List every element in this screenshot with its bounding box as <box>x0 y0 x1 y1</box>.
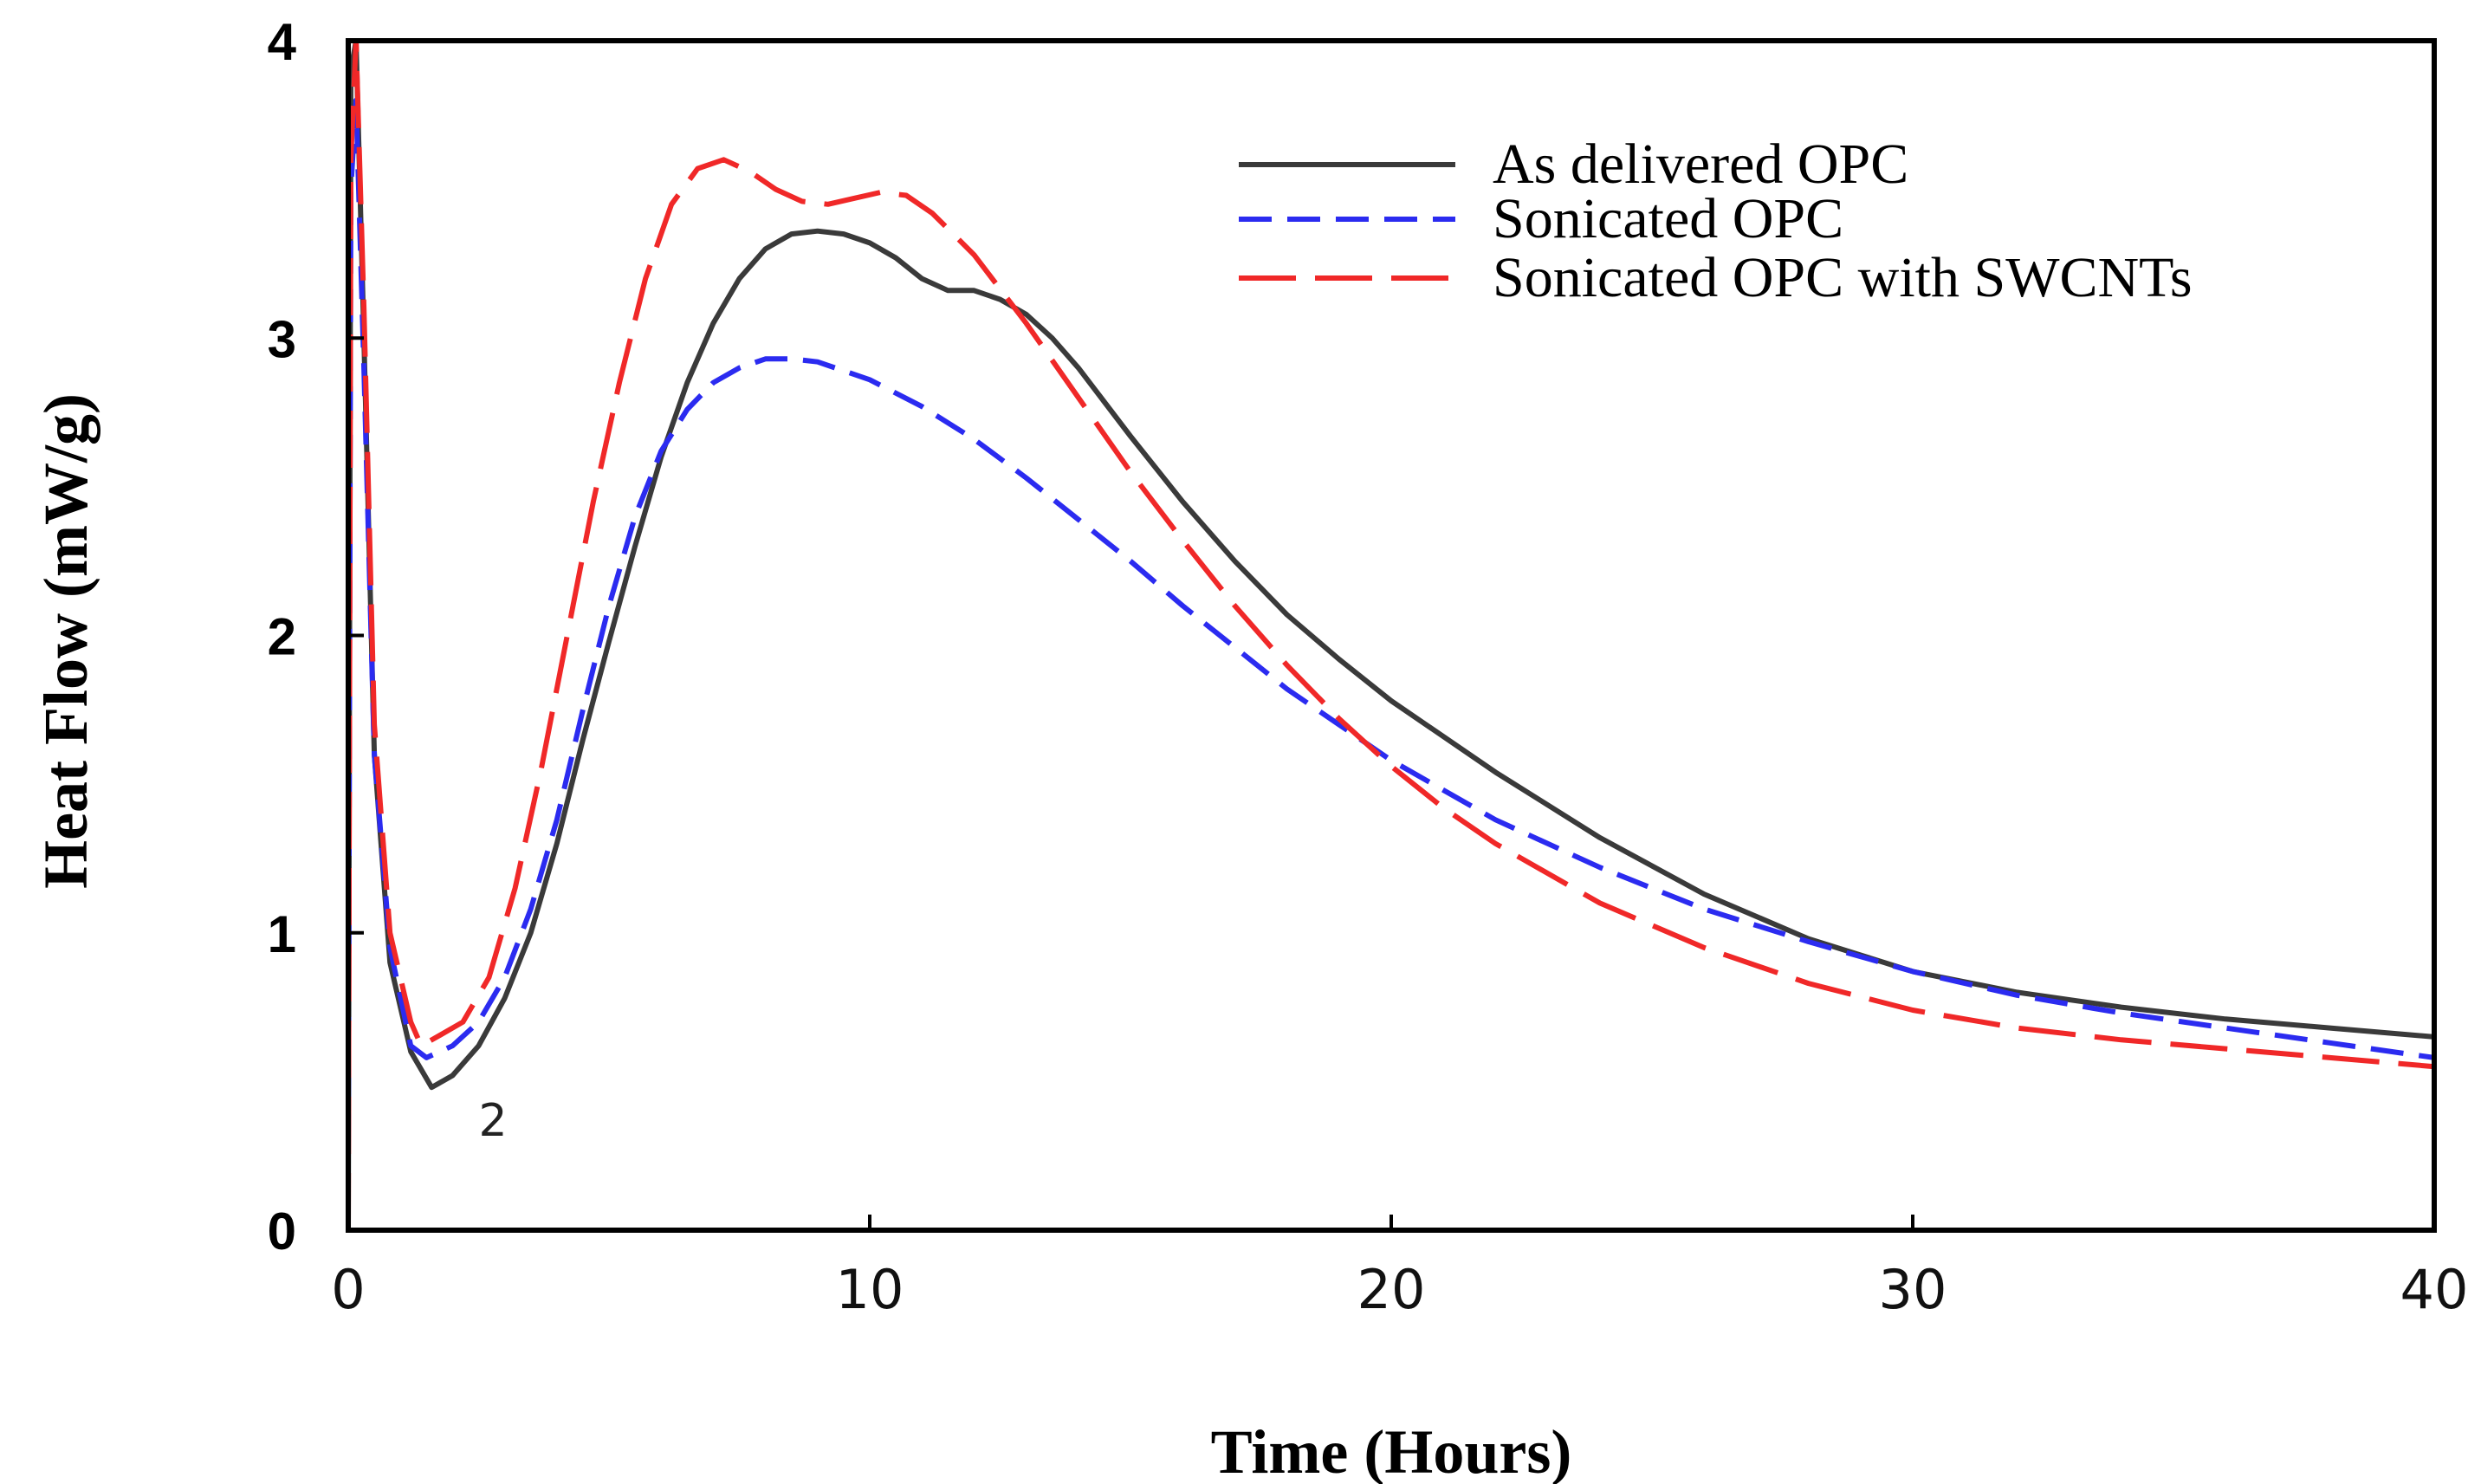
legend-label-as-delivered: As delivered OPC <box>1493 133 1908 196</box>
x-tick-label: 40 <box>2400 1258 2469 1321</box>
series-line-2 <box>346 38 2435 1231</box>
curve-annotation: 2 <box>479 1095 508 1147</box>
legend-label-sonicated-swcnt: Sonicated OPC with SWCNTs <box>1493 246 2193 309</box>
y-axis-title: Heat Flow (mW/g) <box>31 393 100 889</box>
y-tick-label: 4 <box>268 13 297 71</box>
x-axis-title: Time (Hours) <box>1211 1417 1572 1484</box>
y-tick-label: 1 <box>268 905 296 963</box>
y-tick-label: 2 <box>268 608 296 666</box>
series-line-1 <box>346 97 2435 1147</box>
y-tick-label: 3 <box>268 310 296 368</box>
x-tick-label: 20 <box>1357 1258 1426 1321</box>
legend: As delivered OPC Sonicated OPC Sonicated… <box>1239 133 2193 309</box>
series-line-0 <box>346 38 2435 1231</box>
x-tick-label: 30 <box>1879 1258 1947 1321</box>
legend-label-sonicated: Sonicated OPC <box>1493 187 1843 250</box>
x-tick-label: 10 <box>836 1258 904 1321</box>
y-tick-label: 0 <box>268 1202 296 1260</box>
x-tick-label: 0 <box>331 1258 365 1321</box>
